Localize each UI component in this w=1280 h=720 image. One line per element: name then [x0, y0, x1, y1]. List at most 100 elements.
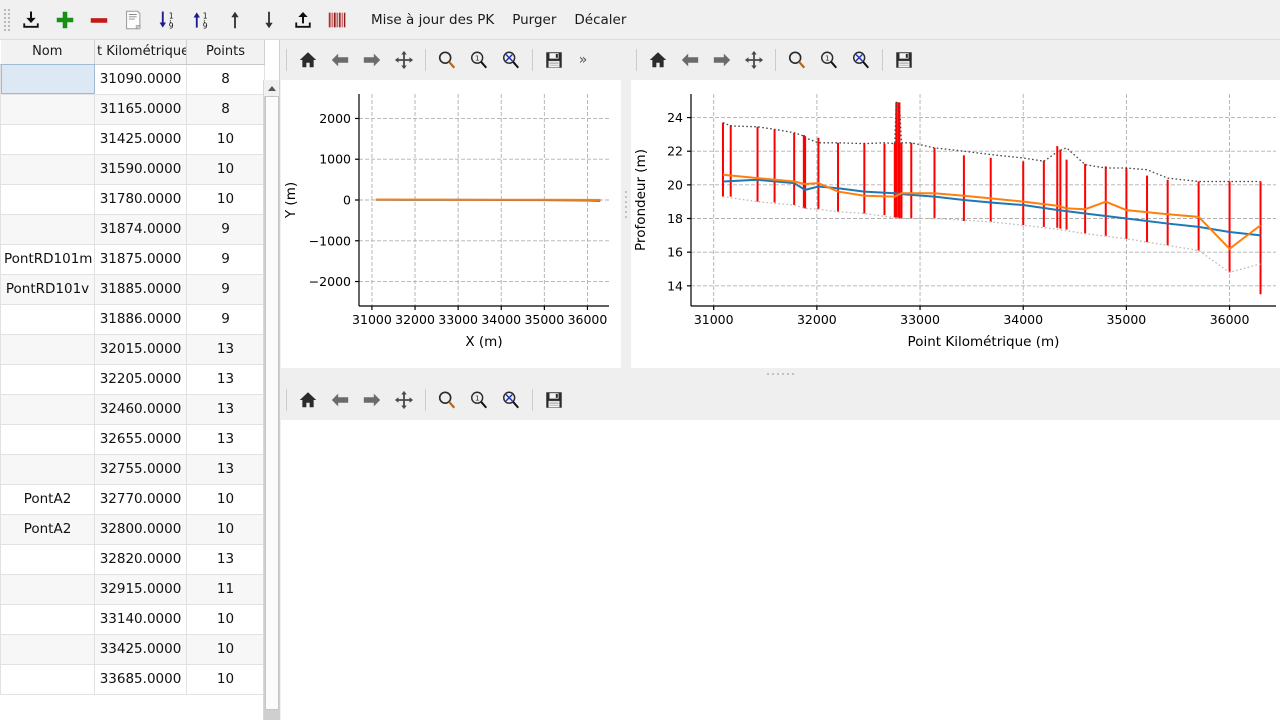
zoom-icon[interactable] [431, 384, 463, 416]
cell-pk[interactable]: 31885.0000 [94, 274, 187, 305]
table-row[interactable]: 31165.0000 8 [0, 94, 265, 125]
cell-nom[interactable] [0, 154, 95, 185]
zoom-fit-icon[interactable] [495, 44, 527, 76]
cell-nom[interactable] [0, 304, 95, 335]
pan-icon[interactable] [388, 44, 420, 76]
back-arrow-icon[interactable] [674, 44, 706, 76]
horizontal-splitter[interactable] [281, 368, 1280, 380]
zoom-one-icon[interactable]: 1 [463, 384, 495, 416]
toolbar-drag-handle[interactable] [2, 5, 12, 35]
cell-points[interactable]: 8 [186, 94, 265, 125]
cell-points[interactable]: 9 [186, 274, 265, 305]
pan-icon[interactable] [738, 44, 770, 76]
forward-arrow-icon[interactable] [356, 384, 388, 416]
table-row[interactable]: 32915.0000 11 [0, 574, 265, 605]
cell-points[interactable]: 10 [186, 484, 265, 515]
cell-points[interactable]: 13 [186, 334, 265, 365]
cell-nom[interactable] [0, 124, 95, 155]
import-icon[interactable] [14, 3, 48, 37]
profile-bars-icon[interactable] [320, 3, 354, 37]
cell-pk[interactable]: 32915.0000 [94, 574, 187, 605]
cell-nom[interactable] [0, 214, 95, 245]
cell-points[interactable]: 10 [186, 634, 265, 665]
table-row[interactable]: 32820.0000 13 [0, 544, 265, 575]
sort-descending-icon[interactable]: 1 9 [150, 3, 184, 37]
cell-pk[interactable]: 32820.0000 [94, 544, 187, 575]
back-arrow-icon[interactable] [324, 44, 356, 76]
cell-points[interactable]: 10 [186, 184, 265, 215]
cell-pk[interactable]: 31590.0000 [94, 154, 187, 185]
move-up-icon[interactable] [218, 3, 252, 37]
table-row[interactable]: 32205.0000 13 [0, 364, 265, 395]
cell-points[interactable]: 10 [186, 664, 265, 695]
table-row[interactable]: 33685.0000 10 [0, 664, 265, 695]
cell-nom[interactable] [0, 574, 95, 605]
cell-pk[interactable]: 33425.0000 [94, 634, 187, 665]
table-row[interactable]: PontA2 32800.0000 10 [0, 514, 265, 545]
cross-section-canvas[interactable] [281, 420, 1280, 720]
cell-nom[interactable] [0, 394, 95, 425]
table-row[interactable]: PontA2 32770.0000 10 [0, 484, 265, 515]
cell-pk[interactable]: 31165.0000 [94, 94, 187, 125]
table-row[interactable]: 31886.0000 9 [0, 304, 265, 335]
cell-points[interactable]: 9 [186, 214, 265, 245]
table-row[interactable]: 31425.0000 10 [0, 124, 265, 155]
sort-ascending-icon[interactable]: 1 9 [184, 3, 218, 37]
cell-points[interactable]: 13 [186, 424, 265, 455]
zoom-fit-icon[interactable] [495, 384, 527, 416]
cell-pk[interactable]: 31874.0000 [94, 214, 187, 245]
cell-pk[interactable]: 33685.0000 [94, 664, 187, 695]
cell-pk[interactable]: 32755.0000 [94, 454, 187, 485]
cell-nom[interactable]: PontRD101m [0, 244, 95, 275]
scrollbar-track[interactable] [264, 96, 279, 720]
zoom-one-icon[interactable]: 1 [463, 44, 495, 76]
cell-points[interactable]: 10 [186, 124, 265, 155]
cell-points[interactable]: 10 [186, 514, 265, 545]
plan-view-canvas[interactable]: 31000 32000 33000 34000 35000 36000 −2000 −1000… [281, 80, 621, 368]
save-icon[interactable] [538, 44, 570, 76]
table-row[interactable]: 31090.0000 8 [0, 64, 265, 95]
move-down-icon[interactable] [252, 3, 286, 37]
cell-pk[interactable]: 32205.0000 [94, 364, 187, 395]
cell-points[interactable]: 10 [186, 604, 265, 635]
forward-arrow-icon[interactable] [356, 44, 388, 76]
cell-points[interactable]: 13 [186, 454, 265, 485]
home-icon[interactable] [292, 384, 324, 416]
table-vertical-scrollbar[interactable] [263, 80, 279, 720]
cell-nom[interactable] [0, 664, 95, 695]
save-icon[interactable] [888, 44, 920, 76]
table-row[interactable]: 32755.0000 13 [0, 454, 265, 485]
cell-pk[interactable]: 31875.0000 [94, 244, 187, 275]
table-row[interactable]: 33140.0000 10 [0, 604, 265, 635]
cell-nom[interactable] [0, 604, 95, 635]
zoom-one-icon[interactable]: 1 [813, 44, 845, 76]
cell-points[interactable]: 8 [186, 64, 265, 95]
cell-pk[interactable]: 31886.0000 [94, 304, 187, 335]
back-arrow-icon[interactable] [324, 384, 356, 416]
cell-pk[interactable]: 33140.0000 [94, 604, 187, 635]
scroll-up-arrow-icon[interactable] [264, 80, 279, 96]
cell-pk[interactable]: 32655.0000 [94, 424, 187, 455]
zoom-icon[interactable] [431, 44, 463, 76]
cell-nom[interactable] [0, 544, 95, 575]
cell-nom[interactable] [0, 184, 95, 215]
table-row[interactable]: PontRD101v 31885.0000 9 [0, 274, 265, 305]
export-icon[interactable] [286, 3, 320, 37]
home-icon[interactable] [642, 44, 674, 76]
cell-pk[interactable]: 32460.0000 [94, 394, 187, 425]
note-icon[interactable] [116, 3, 150, 37]
cell-points[interactable]: 13 [186, 544, 265, 575]
zoom-icon[interactable] [781, 44, 813, 76]
save-icon[interactable] [538, 384, 570, 416]
cell-nom[interactable] [0, 64, 95, 95]
cell-nom[interactable] [0, 424, 95, 455]
action-decaler[interactable]: Décaler [574, 11, 627, 28]
cell-pk[interactable]: 31780.0000 [94, 184, 187, 215]
action-purger[interactable]: Purger [512, 11, 557, 28]
cell-pk[interactable]: 31425.0000 [94, 124, 187, 155]
table-row[interactable]: 32015.0000 13 [0, 334, 265, 365]
table-row[interactable]: 32655.0000 13 [0, 424, 265, 455]
action-mise-a-jour-pk[interactable]: Mise à jour des PK [371, 11, 495, 28]
column-header-nom[interactable]: Nom [0, 40, 95, 65]
profile-view-canvas[interactable]: 31000 32000 33000 34000 35000 36000 14 16 18 20 22… [631, 80, 1280, 368]
